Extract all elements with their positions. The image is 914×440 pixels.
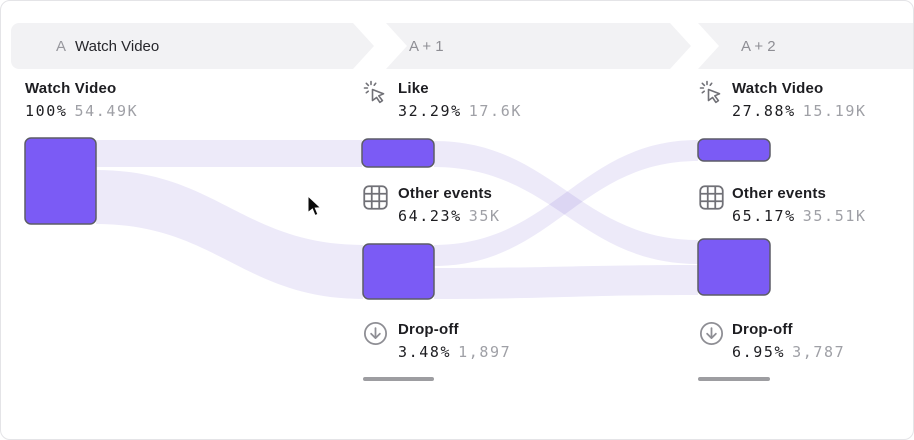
- node-percent: 64.23%: [398, 207, 462, 225]
- click-icon: [363, 80, 385, 104]
- node-percent: 6.95%: [732, 343, 786, 361]
- node-block-like[interactable]: [361, 138, 435, 168]
- node-block-other-events-a2[interactable]: [697, 238, 771, 296]
- grid-icon: [699, 185, 724, 210]
- step-tab-label: Watch Video: [75, 37, 160, 55]
- node-block-watch-video-a2[interactable]: [697, 138, 771, 162]
- node-label: Like: [398, 80, 429, 97]
- node-percent: 3.48%: [398, 343, 452, 361]
- node-drop-off-a2[interactable]: Drop-off 6.95% 3,787: [699, 320, 913, 366]
- click-icon: [699, 80, 721, 104]
- node-like[interactable]: Like 32.29% 17.6K: [363, 79, 625, 125]
- node-label: Other events: [398, 185, 493, 202]
- node-block-watch-video-a[interactable]: [24, 137, 97, 225]
- flow-other-events-to-other-events[interactable]: [434, 265, 698, 299]
- node-label: Other events: [732, 185, 827, 202]
- node-stats: 100% 54.49K: [25, 102, 287, 120]
- grid-icon: [363, 185, 388, 210]
- node-count: 3,787: [792, 343, 846, 361]
- node-stats: 65.17% 35.51K: [732, 207, 913, 225]
- step-tab-a-plus-2[interactable]: A + 2: [698, 23, 913, 69]
- node-other-events-a1[interactable]: Other events 64.23% 35K: [363, 184, 625, 230]
- node-percent: 65.17%: [732, 207, 796, 225]
- node-count: 17.6K: [468, 102, 522, 120]
- step-letter: A: [56, 37, 67, 55]
- node-count: 35.51K: [802, 207, 867, 225]
- node-percent: 32.29%: [398, 102, 462, 120]
- node-stats: 32.29% 17.6K: [398, 102, 625, 120]
- step-tab-label: A + 2: [741, 37, 776, 55]
- node-drop-off-a1[interactable]: Drop-off 3.48% 1,897: [363, 320, 625, 366]
- step-tab-a[interactable]: A Watch Video: [11, 23, 374, 69]
- drop-off-bar-a2: [698, 377, 770, 381]
- node-stats: 6.95% 3,787: [732, 343, 913, 361]
- node-label: Watch Video: [25, 80, 117, 97]
- node-watch-video-a2[interactable]: Watch Video 27.88% 15.19K: [699, 79, 913, 125]
- drop-off-bar-a1: [363, 377, 434, 381]
- step-tab-label: A + 1: [409, 37, 444, 55]
- node-block-other-events-a1[interactable]: [362, 243, 435, 300]
- step-tab-a-plus-1[interactable]: A + 1: [386, 23, 691, 69]
- node-watch-video-a[interactable]: Watch Video 100% 54.49K: [25, 79, 287, 125]
- node-label: Watch Video: [732, 80, 824, 97]
- node-stats: 27.88% 15.19K: [732, 102, 913, 120]
- node-percent: 27.88%: [732, 102, 796, 120]
- drop-off-icon: [363, 321, 388, 346]
- node-percent: 100%: [25, 102, 68, 120]
- node-label: Drop-off: [732, 321, 793, 338]
- flow-watch-video-to-like[interactable]: [96, 140, 362, 167]
- node-label: Drop-off: [398, 321, 459, 338]
- node-count: 15.19K: [802, 102, 867, 120]
- drop-off-icon: [699, 321, 724, 346]
- node-other-events-a2[interactable]: Other events 65.17% 35.51K: [699, 184, 913, 230]
- node-count: 54.49K: [74, 102, 139, 120]
- node-stats: 64.23% 35K: [398, 207, 625, 225]
- node-stats: 3.48% 1,897: [398, 343, 625, 361]
- flow-other-events-to-watch-video[interactable]: [434, 140, 698, 266]
- node-count: 35K: [468, 207, 501, 225]
- node-count: 1,897: [458, 343, 512, 361]
- flow-watch-video-to-other-events[interactable]: [96, 170, 363, 299]
